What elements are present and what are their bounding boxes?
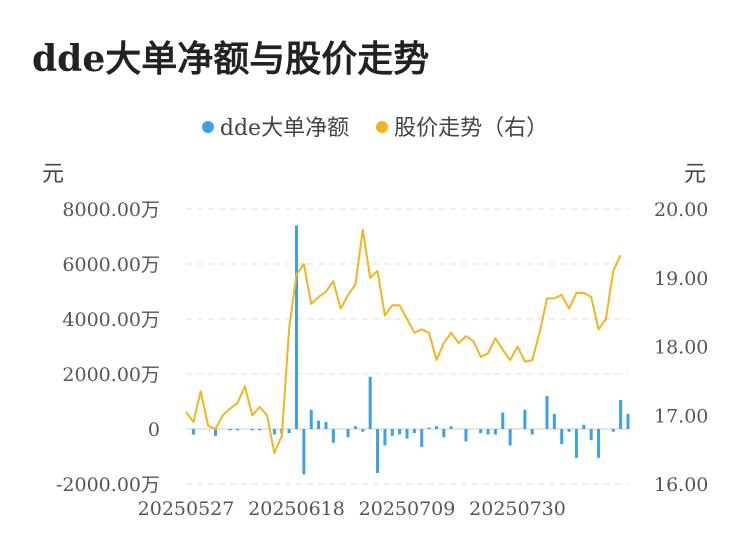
left-tick-label: 6000.00万 [62,254,160,276]
left-axis-unit: 元 [42,162,65,187]
x-tick-label: 20250618 [248,498,345,520]
legend: dde大单净额 股价走势（右） [0,110,750,142]
dde-bar [331,429,335,443]
dde-bar [486,429,490,435]
dde-bar [287,429,291,434]
dde-bar [449,426,453,429]
x-tick-label: 20250730 [469,498,566,520]
left-tick-label: 8000.00万 [62,199,160,221]
dde-bar [295,225,298,429]
left-tick-label: 4000.00万 [62,309,160,331]
dde-bar [427,427,431,429]
dde-bar [479,429,483,434]
dde-bar [361,429,365,432]
dde-bar [405,429,409,439]
price-line [185,228,622,455]
dde-bar [582,424,586,429]
dde-bar [272,429,276,435]
dde-bar [236,429,240,431]
dde-bar [309,409,313,429]
dde-bar [493,429,497,435]
x-tick-label: 20250709 [359,498,456,520]
dde-bar [508,429,512,446]
dde-bar [545,396,549,429]
right-tick-label: 18.00 [654,337,708,359]
dde-bar [619,400,623,429]
x-tick-label: 20250527 [138,498,235,520]
right-tick-label: 17.00 [654,405,708,427]
dde-bar [398,429,402,435]
dde-bar [611,429,615,432]
dde-bar [302,429,306,475]
dde-bar [589,429,593,440]
dde-bar [376,429,380,473]
dde-bar [258,429,262,431]
dde-bar [434,426,438,429]
right-axis-unit: 元 [684,162,707,187]
left-tick-label: 2000.00万 [62,364,160,386]
dde-bar [317,420,321,429]
left-tick-label: -2000.00万 [56,474,160,496]
dde-bar [464,429,468,442]
dde-bar [353,426,357,429]
dde-bar [552,413,556,429]
left-tick-label: 0 [148,419,160,441]
legend-label-price: 股价走势（右） [394,116,549,141]
dde-bar [250,429,254,431]
dde-bar [574,429,578,458]
right-tick-label: 16.00 [654,474,708,496]
right-tick-label: 19.00 [654,268,708,290]
dde-bar [390,429,394,436]
dde-bar [412,429,416,434]
legend-dot-line [376,121,389,133]
dde-bar [346,429,350,438]
dde-bar [324,422,328,429]
dde-bar [191,429,195,435]
dde-bar [560,429,564,445]
chart-title: dde大单净额与股价走势 [32,38,430,80]
dde-bar [368,376,372,429]
legend-item-dde[interactable]: dde大单净额 [201,110,350,142]
legend-dot-bar [201,121,214,133]
dde-bar [523,409,527,429]
dde-bar [530,429,534,435]
dde-bar [567,429,571,432]
dde-bar [213,429,217,436]
dde-bar [442,429,446,438]
right-tick-label: 20.00 [654,199,708,221]
dde-bar [383,429,387,446]
dde-bar [228,429,232,431]
dde-bar [501,412,505,429]
dde-bar [597,429,601,458]
dde-bar [626,413,630,429]
legend-label-dde: dde大单净额 [219,116,350,141]
legend-item-price[interactable]: 股价走势（右） [376,110,548,142]
dde-bar [420,429,424,447]
